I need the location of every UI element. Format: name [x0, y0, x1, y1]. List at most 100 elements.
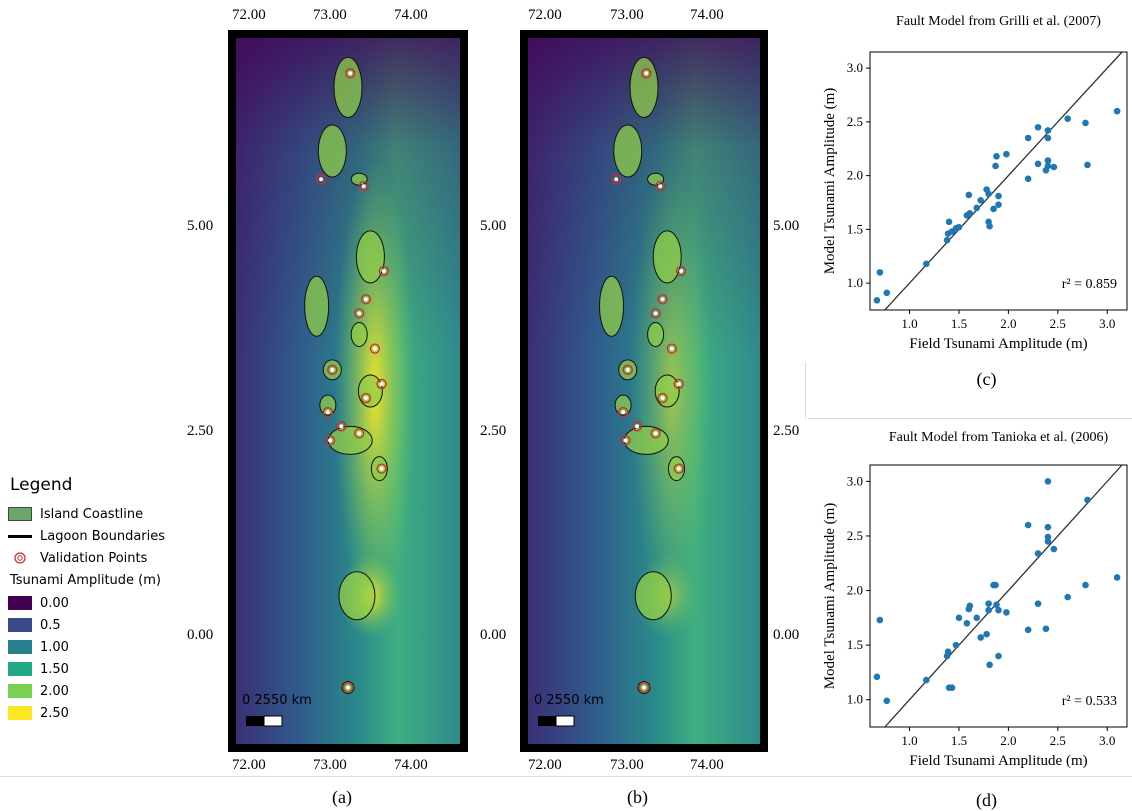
validation-point: [673, 463, 684, 474]
legend-title: Legend: [10, 475, 73, 495]
data-point: [992, 581, 999, 589]
data-point: [992, 162, 999, 170]
scale-swatch: [8, 662, 32, 676]
validation-point-center: [330, 367, 335, 372]
data-point: [986, 222, 993, 230]
data-point: [923, 676, 930, 684]
lon-tick: 72.00: [528, 7, 562, 23]
atoll: [613, 124, 643, 178]
lagoon-line-swatch: [8, 534, 32, 538]
chart-title: Fault Model from Tanioka et al. (2006): [889, 430, 1109, 445]
validation-point-center: [660, 297, 665, 302]
validation-point-center: [339, 424, 344, 429]
y-tick-label: 2.0: [847, 168, 863, 183]
validation-point: [354, 308, 365, 319]
data-point: [986, 661, 993, 669]
amplitude-map-b: 0 2550 km: [528, 38, 760, 744]
data-point: [963, 619, 971, 627]
y-tick-label: 3.0: [847, 473, 863, 488]
lon-tick: 74.00: [690, 757, 724, 773]
validation-point: [342, 682, 354, 693]
validation-point-center: [676, 466, 681, 471]
scale-label: 2.50: [40, 705, 69, 721]
legend-item-coastline: Island Coastline: [8, 503, 193, 525]
lon-tick: 74.00: [394, 7, 428, 23]
validation-point-center: [319, 177, 324, 182]
data-point: [945, 218, 953, 226]
validation-point: [327, 364, 338, 375]
validation-point: [360, 392, 372, 404]
atoll: [667, 456, 685, 482]
scale-label: 0.00: [40, 595, 69, 611]
scale-item: 2.00: [8, 680, 193, 702]
data-point: [965, 191, 973, 199]
lat-tick: 0.00: [773, 627, 800, 643]
amplitude-scale-title: Tsunami Amplitude (m): [10, 573, 161, 588]
validation-point: [650, 428, 661, 439]
validation-point: [657, 392, 668, 404]
validation-point-center: [325, 410, 330, 415]
data-point: [993, 601, 1000, 609]
x-tick-label: 2.0: [1000, 316, 1016, 331]
data-point: [1084, 496, 1091, 504]
x-tick-label: 3.0: [1099, 316, 1115, 331]
data-point: [1034, 123, 1042, 131]
data-point: [1044, 162, 1052, 170]
data-point: [977, 634, 985, 641]
data-point: [1050, 163, 1058, 171]
validation-point: [611, 174, 622, 185]
atoll: [338, 571, 376, 621]
lat-tick: 5.00: [773, 218, 800, 234]
data-point: [985, 190, 992, 198]
chart-title: Fault Model from Grilli et al. (2007): [896, 14, 1101, 29]
legend-label: Island Coastline: [40, 506, 144, 522]
atoll: [304, 275, 330, 337]
validation-point: [638, 682, 650, 693]
validation-point-center: [379, 381, 384, 386]
data-point: [1003, 609, 1010, 616]
y-tick-label: 3.0: [847, 60, 863, 75]
atoll: [333, 56, 363, 118]
validation-point: [369, 343, 381, 354]
validation-point-center: [642, 685, 646, 690]
atoll: [350, 322, 368, 348]
data-point: [873, 297, 881, 304]
data-point: [1064, 115, 1071, 122]
validation-point: [324, 435, 336, 446]
lat-tick: 2.50: [480, 423, 507, 439]
map-raster-a: 0 2550 km: [236, 38, 460, 744]
scale-label: 1.50: [40, 661, 69, 677]
data-point: [876, 269, 884, 276]
validation-point: [631, 421, 643, 432]
data-point: [1113, 107, 1121, 115]
lon-tick: 72.00: [528, 757, 562, 773]
lon-tick: 74.00: [394, 757, 428, 773]
validation-point-center: [363, 297, 368, 302]
validation-point-center: [361, 184, 366, 189]
x-tick-label: 1.0: [901, 316, 917, 331]
validation-point: [641, 68, 652, 79]
x-tick-label: 3.0: [1099, 733, 1115, 748]
data-point: [983, 630, 990, 638]
validation-point-center: [660, 396, 665, 401]
panel-label: (d): [976, 790, 997, 811]
x-tick-label: 1.5: [951, 733, 967, 748]
y-tick-label: 2.5: [847, 114, 863, 129]
x-tick-label: 1.5: [951, 316, 967, 331]
data-point: [883, 697, 891, 705]
lat-tick: 5.00: [187, 218, 214, 234]
x-tick-label: 2.5: [1050, 733, 1066, 748]
validation-point-center: [328, 438, 333, 443]
atoll: [647, 172, 665, 186]
lon-tick: 73.00: [313, 757, 347, 773]
scale-swatch: [8, 640, 32, 654]
y-axis-label: Model Tsunami Amplitude (m): [822, 88, 838, 275]
coastline-swatch: [8, 507, 32, 521]
data-point: [985, 600, 992, 607]
data-point: [966, 602, 974, 610]
atoll: [647, 322, 665, 348]
data-point: [952, 641, 960, 649]
data-point: [1064, 593, 1071, 601]
amplitude-map-a: 0 2550 km: [236, 38, 460, 744]
scatter-chart-d: Fault Model from Tanioka et al. (2006) 1.…: [822, 430, 1128, 811]
